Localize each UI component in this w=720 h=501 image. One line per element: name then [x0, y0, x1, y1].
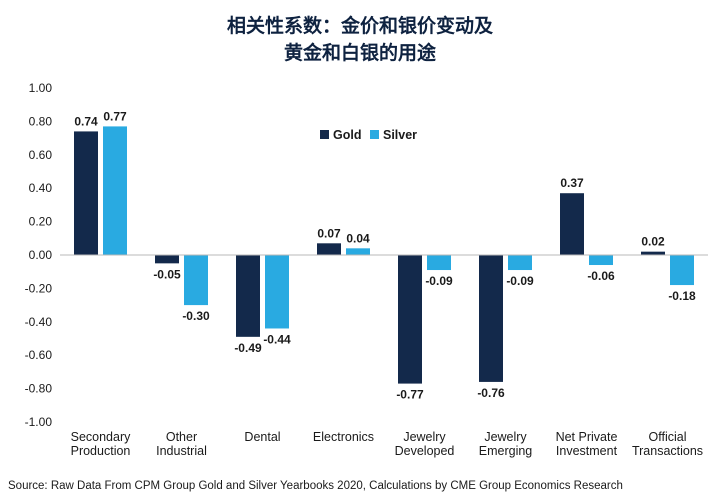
- data-label-silver-0: 0.77: [103, 109, 127, 123]
- bar-gold-2: [236, 255, 260, 337]
- legend-label-silver: Silver: [383, 128, 417, 142]
- y-axis: 1.00 0.80 0.60 0.40 0.20 0.00 -0.20 -0.40 -0.60 -…: [25, 81, 53, 429]
- chart-title-line-2: 黄金和白银的用途: [284, 41, 437, 64]
- data-label-gold-6: 0.37: [560, 176, 584, 190]
- legend-swatch-silver: [370, 130, 379, 139]
- bar-silver-4: [427, 255, 451, 271]
- data-label-silver-7: -0.18: [668, 289, 696, 303]
- bar-silver-7: [670, 255, 694, 286]
- data-label-gold-1: -0.05: [153, 267, 181, 281]
- data-label-silver-2: -0.44: [263, 332, 291, 346]
- category-label: Industrial: [156, 444, 207, 458]
- y-tick-label: -0.40: [25, 315, 53, 329]
- legend-label-gold: Gold: [333, 128, 361, 142]
- bar-gold-4: [398, 255, 422, 384]
- y-tick-label: 1.00: [29, 81, 53, 95]
- data-label-gold-2: -0.49: [234, 341, 262, 355]
- data-label-silver-1: -0.30: [182, 309, 210, 323]
- bar-gold-7: [641, 251, 665, 255]
- category-label: Emerging: [479, 444, 533, 458]
- data-labels: 0.74 0.77 -0.05 -0.30 -0.49-0.44 0.07 0.04 -0.7…: [74, 109, 696, 401]
- bar-silver-6: [589, 255, 613, 266]
- category-label: Secondary: [71, 430, 132, 444]
- category-label: Jewelry: [484, 430, 527, 444]
- chart-title-line-1: 相关性系数：金价和银价变动及: [227, 14, 494, 37]
- y-tick-label: 0.20: [29, 215, 53, 229]
- category-label: Electronics: [313, 430, 374, 444]
- source-note: Source: Raw Data From CPM Group Gold and…: [8, 480, 623, 492]
- bar-gold-0: [74, 131, 98, 255]
- y-tick-label: 0.80: [29, 114, 53, 128]
- y-tick-label: 0.00: [29, 248, 53, 262]
- data-label-gold-5: -0.76: [477, 386, 505, 400]
- data-label-silver-3: 0.04: [346, 231, 370, 245]
- bars: [74, 126, 694, 384]
- data-label-gold-3: 0.07: [317, 226, 341, 240]
- bar-silver-0: [103, 126, 127, 255]
- category-label: Production: [71, 444, 131, 458]
- bar-silver-3: [346, 248, 370, 255]
- y-tick-label: -0.20: [25, 281, 53, 295]
- category-label: Jewelry: [403, 430, 446, 444]
- bar-silver-2: [265, 255, 289, 329]
- bar-gold-1: [155, 255, 179, 264]
- category-label: Other: [166, 430, 197, 444]
- legend: Gold Silver: [320, 128, 417, 142]
- data-label-gold-4: -0.77: [396, 388, 424, 402]
- y-tick-label: -0.60: [25, 348, 53, 362]
- data-label-silver-4: -0.09: [425, 274, 453, 288]
- bar-gold-3: [317, 243, 341, 255]
- category-label: Official: [649, 430, 687, 444]
- y-tick-label: 0.60: [29, 148, 53, 162]
- data-label-gold-7: 0.02: [641, 235, 665, 249]
- y-tick-label: -1.00: [25, 415, 53, 429]
- bar-gold-5: [479, 255, 503, 382]
- bar-silver-1: [184, 255, 208, 306]
- data-label-silver-5: -0.09: [506, 274, 534, 288]
- category-label: Net Private: [556, 430, 618, 444]
- legend-swatch-gold: [320, 130, 329, 139]
- y-tick-label: 0.40: [29, 181, 53, 195]
- category-label: Dental: [244, 430, 280, 444]
- bar-silver-5: [508, 255, 532, 271]
- category-label: Transactions: [632, 444, 703, 458]
- category-label: Developed: [395, 444, 455, 458]
- bar-gold-6: [560, 193, 584, 255]
- category-label: Investment: [556, 444, 618, 458]
- data-label-silver-6: -0.06: [587, 269, 615, 283]
- y-tick-label: -0.80: [25, 382, 53, 396]
- data-label-gold-0: 0.74: [74, 114, 98, 128]
